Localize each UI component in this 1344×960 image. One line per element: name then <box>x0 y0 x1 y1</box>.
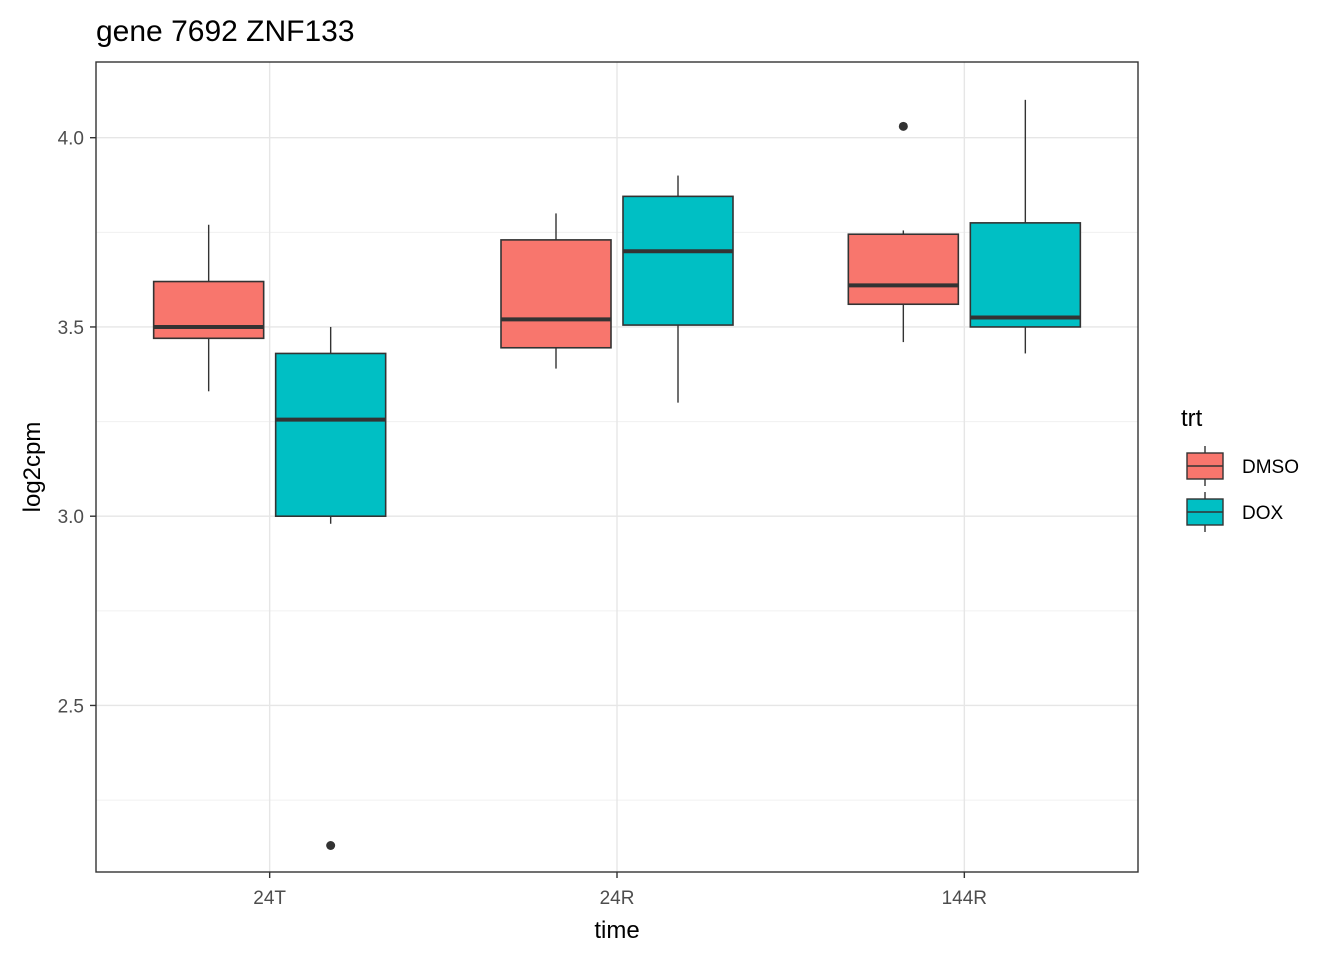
outlier-point <box>326 841 335 850</box>
legend-title: trt <box>1181 405 1203 432</box>
legend-item-dmso: DMSO <box>1187 446 1299 486</box>
legend: trt DMSO DOX <box>1181 405 1299 532</box>
x-tick-label: 24T <box>253 888 286 909</box>
y-axis-title: log2cpm <box>19 422 46 513</box>
box-iqr <box>623 196 733 325</box>
chart-title: gene 7692 ZNF133 <box>96 15 355 48</box>
box-iqr <box>501 240 611 348</box>
gridlines <box>96 62 1138 872</box>
legend-label: DMSO <box>1242 457 1299 478</box>
box-iqr <box>276 353 386 516</box>
outlier-point <box>899 122 908 131</box>
y-tick-label: 3.5 <box>58 318 84 339</box>
box-iqr <box>848 234 958 304</box>
x-tick-label: 144R <box>942 888 987 909</box>
legend-label: DOX <box>1242 503 1284 524</box>
y-tick-label: 4.0 <box>58 129 84 150</box>
y-tick-label: 2.5 <box>58 696 84 717</box>
box-iqr <box>970 223 1080 327</box>
box-iqr <box>154 282 264 339</box>
x-axis-title: time <box>594 917 639 944</box>
y-tick-label: 3.0 <box>58 507 84 528</box>
x-tick-label: 24R <box>600 888 635 909</box>
legend-item-dox: DOX <box>1187 492 1284 532</box>
